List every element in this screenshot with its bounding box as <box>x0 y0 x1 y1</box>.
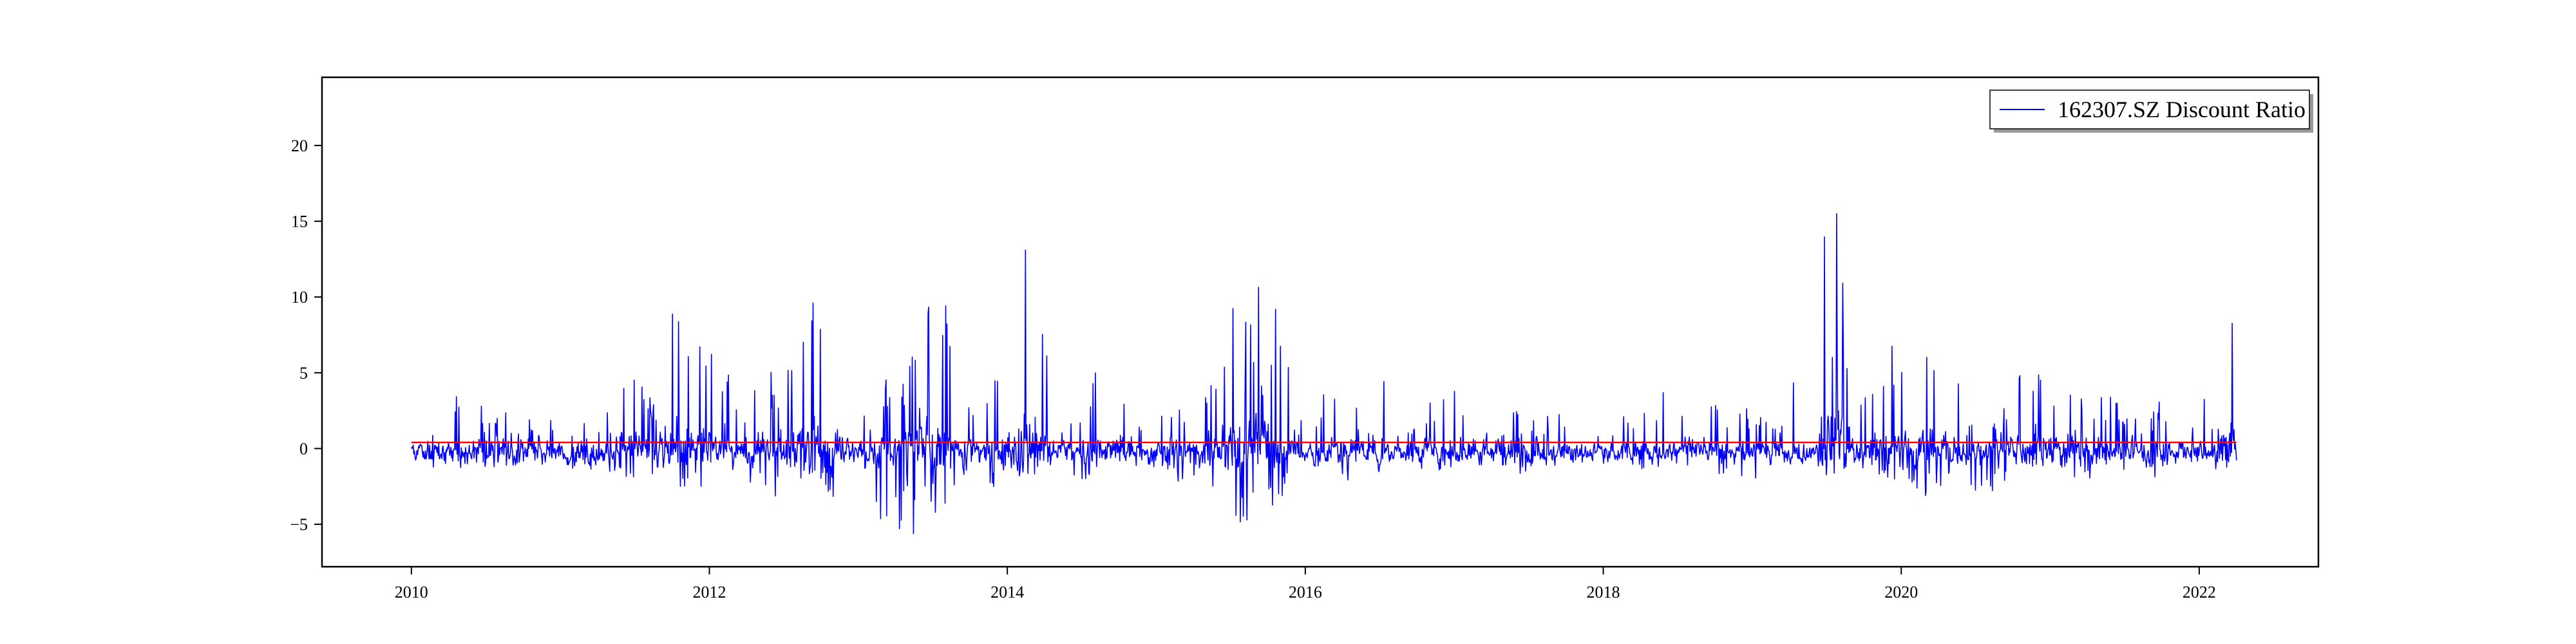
y-tick-label: 0 <box>299 439 308 458</box>
x-tick-label: 2022 <box>2183 583 2216 601</box>
legend: 162307.SZ Discount Ratio <box>1989 90 2313 133</box>
x-tick-label: 2020 <box>1884 583 1918 601</box>
y-tick-label: −5 <box>290 515 308 534</box>
legend-label: 162307.SZ Discount Ratio <box>2058 97 2306 122</box>
x-tick-label: 2018 <box>1587 583 1620 601</box>
axes-frame <box>321 76 2320 568</box>
y-tick-label: 20 <box>291 137 308 155</box>
x-tick-label: 2014 <box>990 583 1024 601</box>
plot-area <box>321 76 2320 568</box>
x-tick-label: 2012 <box>692 583 726 601</box>
x-tick-label: 2010 <box>395 583 428 601</box>
series-layer <box>411 213 2237 535</box>
x-tick-label: 2016 <box>1289 583 1322 601</box>
y-axis-ticks: −5 0 5 10 15 20 <box>290 137 322 534</box>
y-tick-label: 5 <box>299 364 308 383</box>
axes-background <box>322 77 2318 567</box>
y-tick-label: 10 <box>291 288 308 307</box>
y-tick-label: 15 <box>291 213 308 231</box>
series-line-discount-ratio <box>411 213 2237 535</box>
x-axis-ticks: 2010 2012 2014 2016 2018 2020 2022 <box>395 567 2216 601</box>
